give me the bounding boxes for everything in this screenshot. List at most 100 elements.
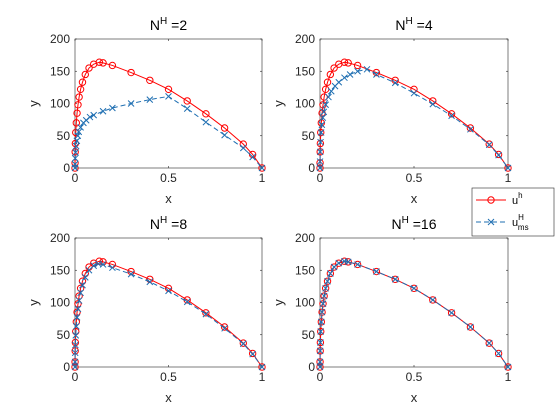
data-point — [410, 284, 418, 293]
data-point — [372, 267, 381, 276]
data-point — [249, 153, 257, 161]
data-point — [74, 132, 82, 140]
legend-marker — [487, 196, 495, 204]
x-tick-label: 0.5 — [160, 370, 177, 384]
data-point — [317, 339, 324, 346]
data-point — [220, 323, 229, 331]
series-u-ms-H — [71, 260, 266, 371]
x-axis-label: x — [411, 390, 418, 405]
data-point — [146, 278, 154, 286]
data-point — [221, 131, 228, 139]
data-point — [319, 114, 327, 122]
data-point — [127, 68, 135, 77]
subplot-4: 0 0.5 1 0 50 100 150 200 x y NH =16 — [271, 215, 512, 405]
data-point — [72, 341, 79, 349]
data-point — [330, 263, 338, 271]
data-point — [466, 323, 475, 331]
data-point — [183, 298, 191, 306]
data-point — [258, 164, 266, 172]
data-point — [327, 87, 335, 95]
data-point — [85, 64, 93, 72]
subplot-title: NH =16 — [392, 215, 437, 232]
data-point — [410, 284, 418, 292]
data-point — [341, 74, 348, 82]
legend-label: uh — [512, 191, 523, 207]
data-point — [146, 76, 154, 84]
y-tick-label: 200 — [295, 231, 315, 245]
data-point — [81, 70, 89, 79]
data-point — [202, 118, 210, 126]
data-point — [316, 347, 324, 355]
legend-marker — [487, 218, 495, 226]
data-point — [467, 125, 474, 133]
data-point — [467, 323, 474, 331]
data-point — [74, 305, 82, 313]
data-point — [495, 151, 502, 159]
y-tick-label: 0 — [308, 360, 315, 374]
data-point — [316, 164, 324, 172]
data-point — [90, 111, 98, 119]
data-point — [90, 262, 98, 270]
data-point — [326, 270, 334, 277]
data-point — [504, 164, 512, 172]
data-point — [74, 101, 82, 109]
axes-box — [74, 38, 263, 169]
x-tick-label: 0 — [317, 171, 324, 185]
data-point — [109, 264, 116, 272]
data-point — [258, 363, 266, 371]
data-point — [71, 160, 79, 168]
data-point — [317, 318, 325, 326]
data-point — [79, 281, 86, 289]
y-tick-label: 50 — [57, 129, 71, 143]
data-point — [127, 100, 135, 107]
data-point — [99, 107, 107, 115]
data-point — [72, 323, 80, 330]
data-point — [318, 308, 326, 316]
data-point — [323, 78, 332, 86]
series-u-ms-H — [71, 93, 266, 172]
series-line — [74, 263, 263, 368]
data-point — [373, 268, 380, 275]
series-u-ms-H — [316, 257, 512, 371]
x-axis-label: x — [165, 390, 172, 405]
data-point — [72, 332, 80, 339]
data-point — [239, 144, 247, 152]
data-point — [326, 70, 335, 79]
data-point — [485, 339, 493, 347]
data-point — [344, 258, 352, 266]
data-point — [344, 59, 352, 67]
x-tick-label: 1 — [259, 370, 266, 384]
data-point — [71, 154, 79, 162]
data-point — [221, 324, 228, 332]
y-tick-label: 150 — [295, 263, 315, 277]
data-point — [320, 108, 328, 116]
data-point — [249, 350, 257, 358]
data-point — [239, 340, 247, 348]
y-axis-label: y — [271, 299, 286, 306]
y-tick-label: 150 — [50, 64, 70, 78]
y-tick-label: 50 — [57, 328, 71, 342]
data-point — [78, 78, 87, 86]
data-point — [258, 164, 266, 172]
data-point — [447, 309, 456, 317]
data-point — [466, 124, 475, 132]
data-point — [447, 110, 456, 118]
data-point — [335, 259, 343, 267]
data-point — [76, 85, 85, 94]
data-point — [164, 85, 173, 94]
data-point — [73, 313, 81, 321]
data-point — [330, 263, 338, 271]
data-point — [391, 275, 399, 283]
x-tick-label: 1 — [259, 171, 266, 185]
x-tick-label: 0 — [72, 370, 79, 384]
subplot-2: 0 0.5 1 0 50 100 150 200 x y NH =4 — [271, 16, 512, 206]
data-point — [220, 124, 229, 132]
y-tick-label: 0 — [63, 161, 70, 175]
subplot-1: 0 0.5 1 0 50 100 150 200 x y NH =2 — [26, 16, 266, 206]
data-point — [71, 349, 79, 357]
y-tick-label: 100 — [50, 296, 70, 310]
data-point — [318, 121, 326, 129]
data-point — [354, 67, 361, 75]
data-point — [363, 65, 371, 73]
data-point — [109, 104, 116, 112]
